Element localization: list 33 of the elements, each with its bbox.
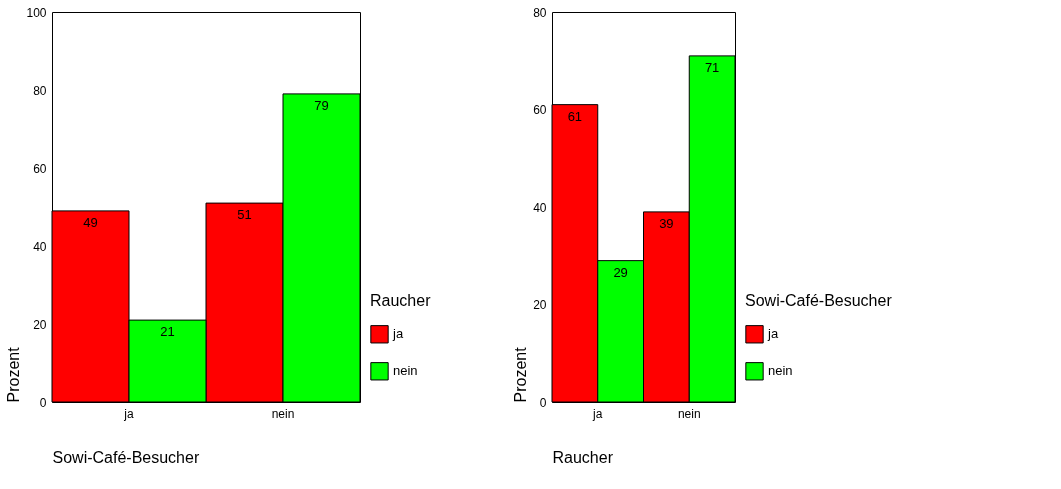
- data-label: 71: [704, 59, 720, 75]
- data-label: 79: [314, 97, 329, 113]
- legend-label: nein: [768, 363, 793, 379]
- y-tick-label: 40: [33, 239, 47, 254]
- x-axis-title: Sowi-Café-Besucher: [52, 448, 200, 466]
- data-label: 61: [567, 108, 583, 124]
- x-tick-label: nein: [271, 406, 295, 421]
- y-tick-label: 60: [533, 103, 547, 117]
- legend-label: ja: [767, 326, 779, 342]
- data-label: 39: [659, 215, 674, 231]
- legend-label: ja: [392, 326, 404, 342]
- x-tick-label: ja: [123, 406, 134, 421]
- y-tick-label: 80: [33, 83, 47, 98]
- data-label: 49: [83, 214, 98, 230]
- y-tick-label: 40: [533, 200, 547, 215]
- data-label: 51: [237, 207, 252, 223]
- y-tick-label: 100: [26, 5, 47, 20]
- y-axis-title: Prozent: [5, 346, 23, 403]
- y-tick-label: 0: [539, 395, 547, 410]
- y-tick-label: 60: [33, 161, 47, 176]
- y-tick-label: 20: [533, 298, 547, 312]
- legend-title: Raucher: [370, 291, 432, 309]
- legend-label: nein: [393, 363, 418, 379]
- x-axis-title: Raucher: [552, 448, 614, 466]
- y-tick-label: 80: [533, 5, 547, 20]
- x-tick-label: ja: [592, 406, 603, 421]
- y-tick-label: 20: [33, 317, 47, 332]
- data-label: 21: [160, 324, 175, 340]
- data-label: 29: [613, 264, 628, 280]
- legend-title: Sowi-Café-Besucher: [745, 291, 893, 309]
- y-tick-label: 0: [39, 395, 47, 410]
- y-axis-title: Prozent: [512, 346, 530, 403]
- x-tick-label: nein: [677, 406, 701, 421]
